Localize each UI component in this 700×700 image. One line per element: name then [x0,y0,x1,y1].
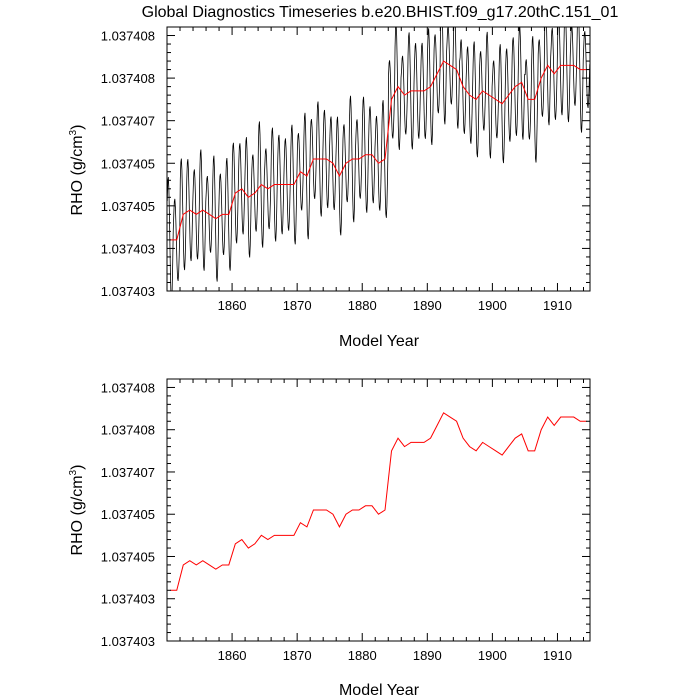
x-tick-label: 1900 [478,298,507,313]
y-tick-label: 1.037408 [101,29,155,44]
y-tick-label: 1.037407 [101,114,155,129]
bottom-y-axis-title: RHO (g/cm3) [68,465,86,556]
x-tick-label: 1860 [218,648,247,663]
panel-top: RHO (g/cm3) Model Year 1860 1870 1880 1890 1… [68,26,591,350]
annual-series-line [170,60,587,241]
plot-frame [166,26,591,292]
annual-series-line [170,412,587,591]
y-tick-label: 1.037407 [101,465,155,480]
x-tick-label: 1880 [348,298,377,313]
y-tick-label: 1.037403 [101,592,155,607]
y-tick-label: 1.037405 [101,549,155,564]
x-tick-label: 1910 [543,648,572,663]
top-x-axis-title: Model Year [339,333,420,350]
y-tick-label: 1.037405 [101,156,155,171]
bottom-x-axis-title: Model Year [339,682,420,699]
monthly-series-line [167,27,590,291]
x-tick-label: 1870 [283,648,312,663]
top-y-axis-title: RHO (g/cm3) [68,125,86,216]
plot-frame [166,378,591,642]
y-tick-label: 1.037408 [101,380,155,395]
y-tick-label: 1.037405 [101,507,155,522]
x-tick-label: 1910 [543,298,572,313]
x-tick-label: 1900 [478,648,507,663]
plot-area [167,27,590,291]
y-tick-label: 1.037405 [101,199,155,214]
y-tick-label: 1.037408 [101,71,155,86]
y-tick-label: 1.037403 [101,241,155,256]
x-tick-label: 1880 [348,648,377,663]
plot-area [170,412,587,591]
x-tick-label: 1890 [413,298,442,313]
y-tick-label: 1.037403 [101,634,155,649]
panel-bottom: RHO (g/cm3) Model Year 1860 1870 1880 1890 1… [68,378,591,699]
y-tick-label: 1.037403 [101,284,155,299]
x-tick-label: 1860 [218,298,247,313]
chart-title: Global Diagnostics Timeseries b.e20.BHIS… [142,4,619,21]
x-tick-label: 1870 [283,298,312,313]
y-tick-label: 1.037408 [101,423,155,438]
x-tick-label: 1890 [413,648,442,663]
